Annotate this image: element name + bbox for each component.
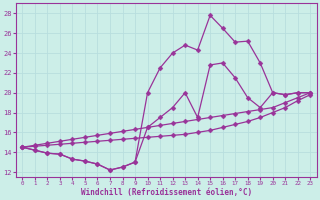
X-axis label: Windchill (Refroidissement éolien,°C): Windchill (Refroidissement éolien,°C) bbox=[81, 188, 252, 197]
